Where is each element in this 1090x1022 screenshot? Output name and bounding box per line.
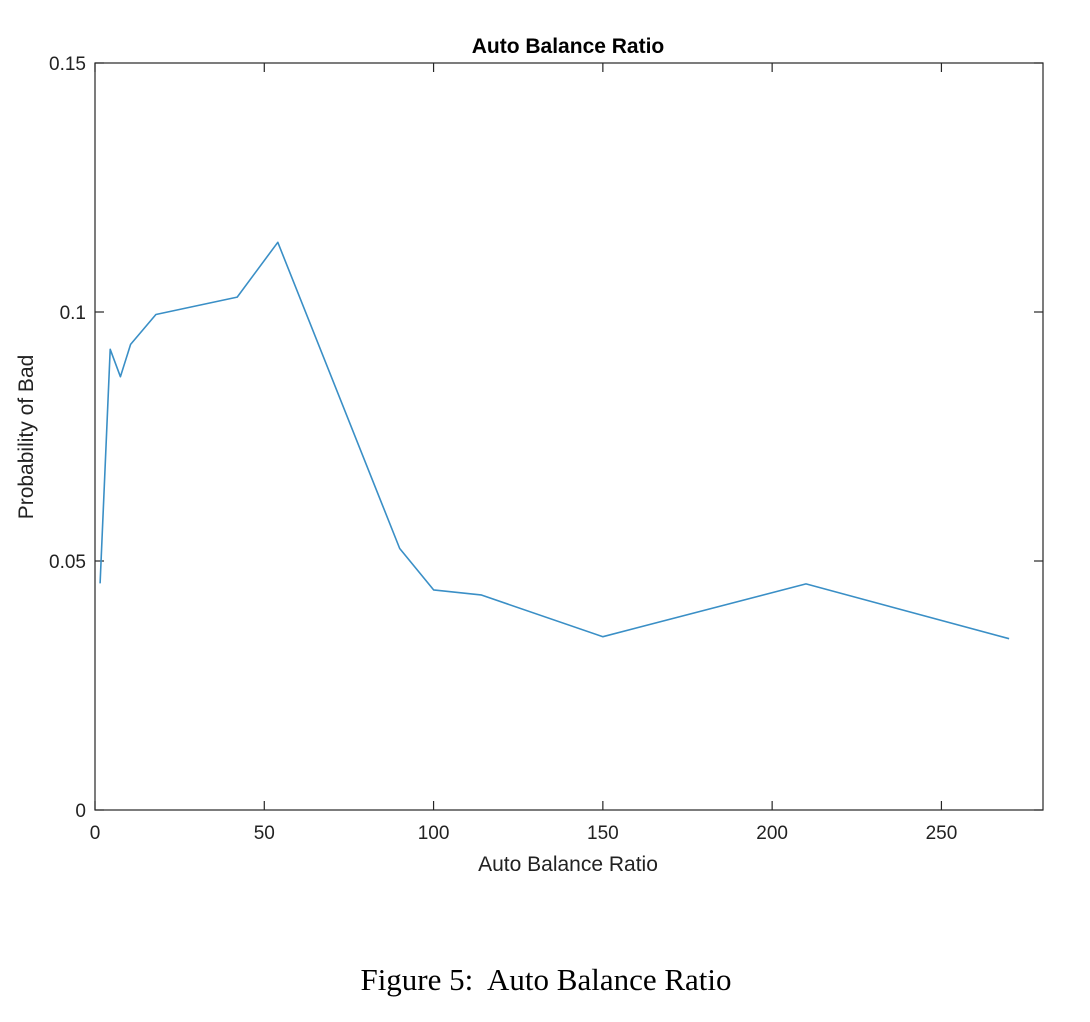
series-line xyxy=(99,241,1010,640)
y-axis-label: Probability of Bad xyxy=(15,355,38,520)
axes-box xyxy=(94,62,1044,811)
x-tick-label: 100 xyxy=(418,823,450,844)
chart-title: Auto Balance Ratio xyxy=(472,35,665,58)
x-tick-label: 0 xyxy=(90,823,101,844)
plot-area: 0 50 100 150 200 250 0 0.05 0.1 0.15 xyxy=(49,54,1044,844)
x-tick-label: 150 xyxy=(587,823,619,844)
x-tick-label: 50 xyxy=(254,823,275,844)
y-tick-label: 0.15 xyxy=(49,54,86,75)
x-axis-label: Auto Balance Ratio xyxy=(478,853,658,876)
y-tick-label: 0.05 xyxy=(49,552,86,573)
y-tick-label: 0.1 xyxy=(60,303,86,324)
y-tick-label: 0 xyxy=(75,801,86,822)
x-tick-label: 250 xyxy=(926,823,958,844)
x-tick-label: 200 xyxy=(756,823,788,844)
figure-caption: Figure 5: Auto Balance Ratio xyxy=(360,962,731,997)
